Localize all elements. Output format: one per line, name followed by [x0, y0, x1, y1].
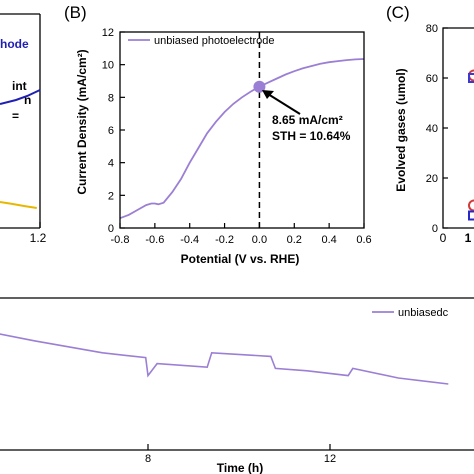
panel-d-series-line-0 [0, 333, 449, 385]
panel-b-x-tick-label-4: 0.0 [252, 234, 267, 246]
panel-a-axes [0, 13, 41, 229]
panel-d-legend-label: unbiasedc [398, 307, 449, 319]
panel-c-y-tick-label-0: 0 [432, 223, 438, 235]
panel-b-annotation-line2: STH = 10.64% [272, 129, 351, 143]
panel-c-point-1 [468, 73, 474, 83]
panel-b-y-tick-label-4: 8 [108, 92, 114, 104]
panel-a-series-line-0 [0, 89, 41, 105]
panel-c-x-tick-label-1: 1 [465, 231, 472, 245]
panel-b-annotation-arrow [267, 93, 301, 115]
panel-c-y-tick-label-4: 80 [426, 23, 438, 35]
panel-b-y-tick-label-5: 10 [102, 60, 114, 72]
panel-c-y-tick-label-1: 20 [426, 173, 438, 185]
panel-b-annotation-line1: 8.65 mA/cm² [272, 113, 343, 127]
panel-d: 8 12 unbiasedc Time (h) [0, 297, 474, 474]
panel-c-y-axis-label: Evolved gases (umol) [394, 68, 408, 191]
panel-b-y-tick-label-0: 0 [108, 223, 114, 235]
panel-b-x-axis-label: Potential (V vs. RHE) [181, 252, 300, 266]
panel-c-point-2 [468, 199, 474, 212]
panel-b-y-axis-label: Current Density (mA/cm²) [75, 49, 89, 194]
panel-d-x-tick-label-0: 8 [145, 453, 151, 465]
panel-d-legend: unbiasedc [372, 307, 449, 319]
panel-b-legend-label: unbiased photoelectrode [154, 35, 274, 47]
panel-a: 1.2 hode int n = [0, 13, 47, 245]
panel-d-axes [0, 297, 474, 451]
panel-b-y-tick-label-6: 12 [102, 27, 114, 39]
panel-b-y-tick-label-1: 2 [108, 190, 114, 202]
panel-c-y-tick-label-3: 60 [426, 73, 438, 85]
panel-b-y-tick-label-2: 4 [108, 158, 114, 170]
panel-c: (C) Evolved gases (umol) 0 20 40 60 80 0 1 [386, 3, 474, 245]
panel-c-x-tick-label-0: 0 [440, 231, 447, 245]
panel-a-annotation-fragment-3: = [12, 109, 19, 123]
panel-c-label: (C) [386, 3, 410, 22]
panel-b-label: (B) [64, 3, 87, 22]
panel-b-x-tick-label-5: 0.2 [287, 234, 302, 246]
panel-b-annotation-arrowhead [262, 90, 274, 99]
panel-b: (B) Current Density (mA/cm²) Potential (… [64, 3, 372, 266]
panel-b-x-tick-label-1: -0.6 [145, 234, 164, 246]
panel-a-annotation-fragment-1: int [12, 79, 27, 93]
panel-c-y-tick-label-2: 40 [426, 123, 438, 135]
panel-d-x-axis-label: Time (h) [217, 461, 263, 474]
panel-b-legend: unbiased photoelectrode [128, 35, 274, 47]
panel-b-x-tick-label-0: -0.8 [111, 234, 130, 246]
panel-b-frame [119, 31, 365, 229]
panel-a-x-tick-label: 1.2 [30, 231, 47, 245]
panel-a-annotation-fragment-2: n [24, 93, 31, 107]
panel-b-y-tick-label-3: 6 [108, 125, 114, 137]
panel-a-legend-fragment: hode [0, 37, 29, 51]
panel-b-x-tick-label-7: 0.6 [356, 234, 371, 246]
panel-b-highlight-point [253, 80, 266, 93]
panel-c-point-3 [468, 210, 474, 221]
panel-a-series-line-1 [0, 201, 37, 209]
panel-b-x-tick-label-3: -0.2 [215, 234, 234, 246]
panel-b-annotation: 8.65 mA/cm² STH = 10.64% [262, 90, 351, 143]
panel-b-series-line-0 [119, 58, 365, 220]
panel-b-x-tick-label-2: -0.4 [180, 234, 199, 246]
panel-c-axes [442, 27, 474, 229]
panel-b-x-tick-label-6: 0.4 [321, 234, 336, 246]
panel-d-x-tick-label-1: 12 [324, 453, 336, 465]
